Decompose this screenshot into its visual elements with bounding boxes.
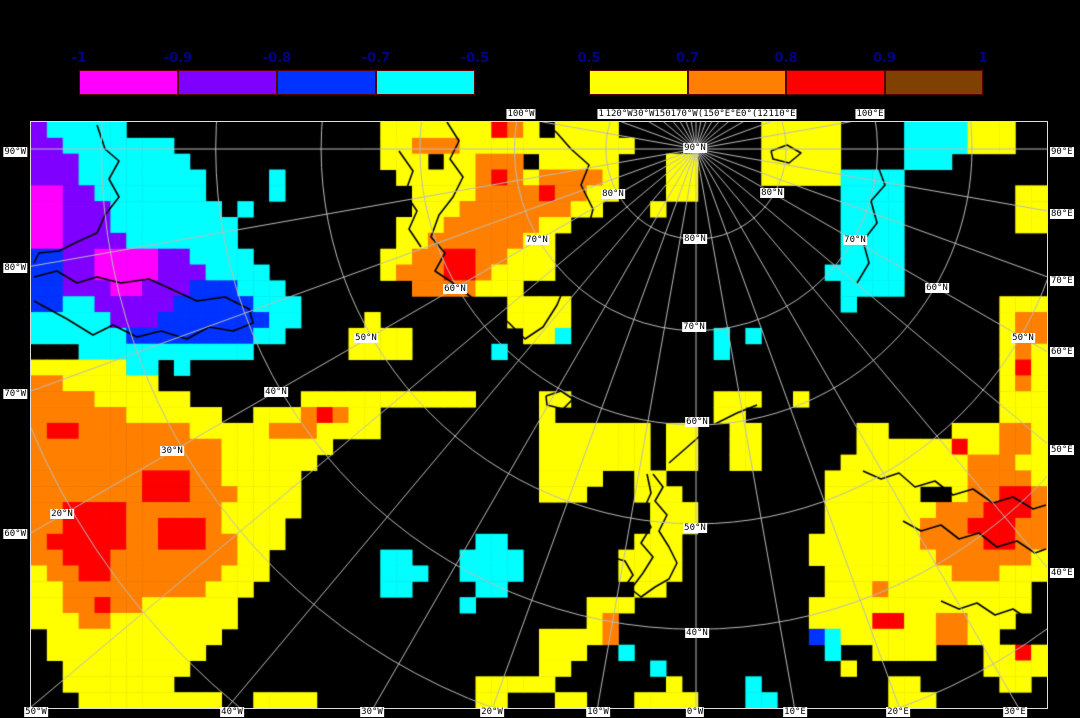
colorbar-segment — [687, 70, 786, 95]
lon-label-left: 60°W — [3, 529, 27, 539]
colorbar-segment — [79, 70, 178, 95]
colorbar-segment — [589, 70, 688, 95]
colorbar-tick-label: -0.7 — [361, 51, 391, 66]
colorbar-tick-label: -1 — [71, 51, 87, 66]
map-frame — [30, 121, 1048, 709]
colorbar-segment — [178, 70, 277, 95]
lon-label-top: 110°E — [767, 109, 797, 119]
lon-label-right: 50°E — [1050, 445, 1074, 455]
lon-label-left: 90°W — [3, 147, 27, 157]
lon-label-right: 80°E — [1050, 209, 1074, 219]
lon-label-left: 80°W — [3, 263, 27, 273]
lon-label-top: 120°W30°W150170°W(150°E°E0°(120°E — [604, 109, 786, 119]
colorbar-segment — [884, 70, 983, 95]
colorbar-positive: 0.5 0.7 0.8 0.9 1 — [577, 51, 988, 95]
colorbar-tick-label: 0.8 — [774, 51, 798, 66]
lon-label-right: 40°E — [1050, 568, 1074, 578]
colorbar-tick-label: 0.5 — [577, 51, 601, 66]
lon-label-top: 110°W — [597, 109, 627, 119]
colorbar-tick-label: -0.8 — [262, 51, 292, 66]
colorbar-tick-label: -0.5 — [460, 51, 490, 66]
colorbar-negative: -1 -0.9 -0.8 -0.7 -0.5 — [72, 51, 489, 95]
colorbar-segment — [277, 70, 376, 95]
colorbar-tick-label: 1 — [978, 51, 988, 66]
colorbar-tick-label: 0.7 — [675, 51, 700, 66]
colorbar-tick-label: -0.9 — [163, 51, 193, 66]
colorbar-tick-label: 0.9 — [872, 51, 897, 66]
lon-label-left: 70°W — [3, 389, 27, 399]
lon-label-top: 100°W — [506, 109, 536, 119]
lon-label-right: 70°E — [1050, 276, 1074, 286]
lon-label-top: 100°E — [855, 109, 885, 119]
colorbar-segment — [786, 70, 885, 95]
colorbar-segment — [376, 70, 475, 95]
lon-label-right: 90°E — [1050, 147, 1074, 157]
map-canvas — [31, 122, 1047, 708]
lon-label-right: 60°E — [1050, 347, 1074, 357]
